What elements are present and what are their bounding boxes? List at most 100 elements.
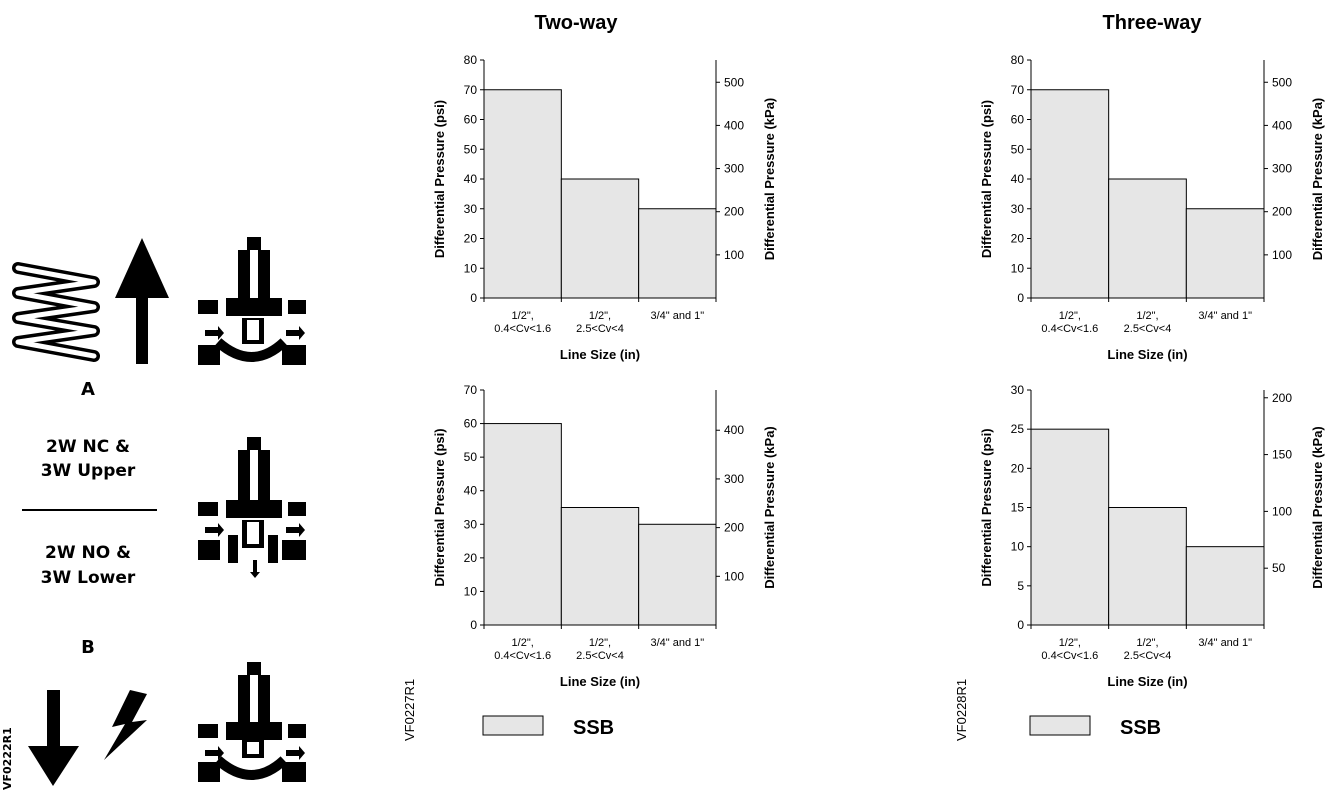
y-tick-label: 10 (1011, 540, 1025, 554)
y2-tick-label: 50 (1272, 561, 1286, 575)
y-tick-label: 80 (1011, 53, 1025, 67)
y-tick-label: 0 (1017, 618, 1024, 632)
x-tick-label: 2.5<Cv<4 (1124, 323, 1172, 335)
valve-actuator-diagram: A 2W NC & 3W Upper 2W NO & 3W Lower B VF… (1, 237, 306, 790)
x-tick-label: 1/2", (1136, 310, 1158, 322)
y2-tick-label: 150 (1272, 448, 1292, 462)
legend-label-two-way: SSB (573, 717, 614, 739)
y-axis-title: Differential Pressure (psi) (432, 428, 447, 586)
x-tick-label: 2.5<Cv<4 (1124, 650, 1172, 662)
legend-label-three-way: SSB (1120, 717, 1161, 739)
y2-tick-label: 100 (1272, 248, 1292, 262)
x-tick-label: 0.4<Cv<1.6 (494, 650, 551, 662)
y2-tick-label: 300 (724, 162, 744, 176)
y-tick-label: 5 (1017, 579, 1024, 593)
x-tick-label: 3/4" and 1" (1198, 310, 1252, 322)
bar-2 (1108, 507, 1187, 626)
lower-label-line1: 2W NO & (45, 543, 131, 563)
y-tick-label: 20 (464, 232, 478, 246)
y-tick-label: 20 (1011, 232, 1025, 246)
y-tick-label: 30 (464, 517, 478, 531)
arrow-up-icon (115, 238, 169, 364)
y-tick-label: 40 (464, 172, 478, 186)
y2-tick-label: 200 (1272, 205, 1292, 219)
y-tick-label: 50 (464, 450, 478, 464)
y-tick-label: 40 (1011, 172, 1025, 186)
y2-tick-label: 400 (724, 118, 744, 132)
y-tick-label: 80 (464, 53, 478, 67)
y-tick-label: 15 (1011, 501, 1025, 515)
x-tick-label: 0.4<Cv<1.6 (1041, 650, 1098, 662)
section-title-two-way: Two-way (535, 12, 619, 34)
upper-label-line2: 3W Upper (41, 461, 136, 481)
y-tick-label: 10 (1011, 261, 1025, 275)
chart-two-way-bottom: 0102030405060701002003004001/2",0.4<Cv<1… (432, 383, 777, 689)
y2-tick-label: 200 (724, 521, 744, 535)
y2-tick-label: 100 (1272, 504, 1292, 518)
valve-icon-top (198, 237, 306, 365)
y2-tick-label: 100 (724, 569, 744, 583)
bar-3 (638, 523, 717, 626)
x-tick-label: 1/2", (1059, 310, 1081, 322)
y-tick-label: 70 (464, 83, 478, 97)
y-axis-title: Differential Pressure (psi) (979, 428, 994, 586)
y2-axis-title: Differential Pressure (kPa) (1310, 98, 1325, 261)
x-tick-label: 3/4" and 1" (650, 310, 704, 322)
x-axis-title: Line Size (in) (560, 347, 640, 362)
x-axis-title: Line Size (in) (560, 674, 640, 689)
lower-label-line2: 3W Lower (41, 568, 136, 588)
arrow-down-icon (28, 690, 79, 786)
y-tick-label: 10 (464, 584, 478, 598)
x-tick-label: 1/2", (1136, 637, 1158, 649)
y-tick-label: 60 (464, 417, 478, 431)
x-tick-label: 1/2", (589, 310, 611, 322)
y2-tick-label: 400 (1272, 118, 1292, 132)
spring-icon (12, 262, 100, 362)
y2-tick-label: 200 (724, 205, 744, 219)
bar-3 (638, 208, 717, 299)
label-a: A (81, 379, 95, 400)
y-tick-label: 70 (464, 383, 478, 397)
y2-tick-label: 500 (724, 75, 744, 89)
x-tick-label: 3/4" and 1" (1198, 637, 1252, 649)
x-tick-label: 2.5<Cv<4 (576, 650, 624, 662)
valve-icon-bottom (198, 662, 306, 782)
x-tick-label: 0.4<Cv<1.6 (494, 323, 551, 335)
y2-tick-label: 200 (1272, 391, 1292, 405)
x-tick-label: 3/4" and 1" (650, 637, 704, 649)
y-tick-label: 20 (1011, 461, 1025, 475)
y-tick-label: 60 (464, 113, 478, 127)
y-tick-label: 30 (1011, 383, 1025, 397)
y-tick-label: 50 (464, 142, 478, 156)
y-tick-label: 70 (1011, 83, 1025, 97)
label-b: B (81, 637, 95, 658)
x-axis-title: Line Size (in) (1107, 674, 1187, 689)
x-tick-label: 0.4<Cv<1.6 (1041, 323, 1098, 335)
lightning-icon (104, 690, 147, 760)
y-tick-label: 30 (1011, 202, 1025, 216)
y-tick-label: 30 (464, 202, 478, 216)
section-title-three-way: Three-way (1103, 12, 1203, 34)
y-tick-label: 25 (1011, 422, 1025, 436)
bar-1 (1030, 89, 1110, 299)
y-tick-label: 10 (464, 261, 478, 275)
bar-2 (560, 507, 640, 626)
bar-1 (1030, 428, 1110, 626)
y-tick-label: 50 (1011, 142, 1025, 156)
x-tick-label: 2.5<Cv<4 (576, 323, 624, 335)
bar-3 (1185, 208, 1265, 299)
bar-1 (483, 89, 562, 299)
y-tick-label: 40 (464, 484, 478, 498)
chart-three-way-bottom: 051015202530501001502001/2",0.4<Cv<1.61/… (979, 383, 1325, 689)
y2-axis-title: Differential Pressure (kPa) (762, 426, 777, 589)
figure-code-three-way: VF0228R1 (954, 679, 969, 741)
bar-2 (560, 178, 640, 299)
y-tick-label: 0 (1017, 291, 1024, 305)
y2-tick-label: 100 (724, 248, 744, 262)
chart-three-way-top: 010203040506070801002003004005001/2",0.4… (979, 53, 1325, 362)
x-tick-label: 1/2", (512, 310, 534, 322)
x-tick-label: 1/2", (1059, 637, 1081, 649)
y2-tick-label: 300 (724, 472, 744, 486)
bar-2 (1108, 178, 1187, 299)
